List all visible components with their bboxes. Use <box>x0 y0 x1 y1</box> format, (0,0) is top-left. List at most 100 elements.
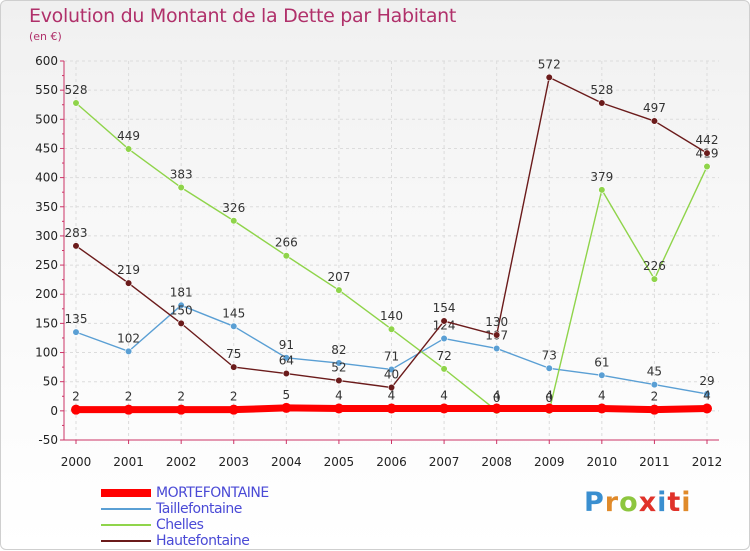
data-point <box>281 402 292 413</box>
data-label: 4 <box>335 389 343 403</box>
y-tick-label: -50 <box>38 433 58 447</box>
data-label: 154 <box>433 301 456 315</box>
x-tick-label: 2011 <box>639 455 670 469</box>
data-point <box>335 286 343 294</box>
data-label: 61 <box>594 355 609 369</box>
data-label: 326 <box>222 201 245 215</box>
chart-legend: MORTEFONTAINE Taillefontaine Chelles Hautef… <box>101 485 341 549</box>
y-tick-label: 550 <box>35 83 58 97</box>
data-label: 4 <box>493 389 501 403</box>
x-tick-label: 2004 <box>271 455 302 469</box>
data-point <box>230 322 238 330</box>
x-tick-label: 2007 <box>429 455 460 469</box>
data-point <box>493 331 501 339</box>
data-point <box>72 99 80 107</box>
data-point <box>598 99 606 107</box>
y-tick-label: 400 <box>35 171 58 185</box>
data-point <box>282 369 290 378</box>
x-tick-label: 2012 <box>692 455 723 469</box>
y-tick-label: 100 <box>35 346 58 360</box>
proxiti-logo: Proxiti <box>584 487 692 518</box>
data-point <box>386 403 397 414</box>
data-label: 73 <box>542 348 557 362</box>
data-point <box>387 383 396 392</box>
y-tick-label: 150 <box>35 316 58 330</box>
data-label: 4 <box>703 389 711 403</box>
data-point <box>545 364 553 372</box>
legend-item: MORTEFONTAINE <box>101 485 341 501</box>
data-point <box>545 73 553 81</box>
data-label: 4 <box>545 389 553 403</box>
data-point <box>123 404 134 415</box>
data-point <box>703 390 711 398</box>
legend-item: Hautefontaine <box>101 533 341 549</box>
data-label: 145 <box>222 306 245 320</box>
data-point <box>282 252 290 260</box>
data-label: 45 <box>647 365 662 379</box>
data-point <box>439 403 450 414</box>
data-label: 181 <box>170 285 193 299</box>
data-point <box>230 363 238 371</box>
data-point <box>335 376 343 385</box>
data-label: 528 <box>65 83 88 97</box>
legend-item: Chelles <box>101 517 341 533</box>
data-point <box>598 186 606 194</box>
data-label: 102 <box>117 331 140 345</box>
data-point <box>649 404 660 415</box>
data-point <box>177 301 185 309</box>
series-line-chelles <box>75 102 708 412</box>
data-label: 71 <box>384 349 399 363</box>
data-label: 150 <box>170 303 193 317</box>
data-label: 283 <box>65 226 88 240</box>
data-label: 5 <box>283 388 291 402</box>
data-label: 449 <box>117 129 140 143</box>
chart-title: Evolution du Montant de la Dette par Hab… <box>29 5 457 27</box>
chart-subtitle: (en €) <box>29 30 62 43</box>
data-label: 40 <box>384 368 399 382</box>
x-tick-label: 2000 <box>61 455 92 469</box>
data-label: 379 <box>590 170 613 184</box>
data-point <box>228 404 239 415</box>
y-tick-label: 500 <box>35 112 58 126</box>
data-point <box>650 275 659 283</box>
legend-swatch <box>101 540 151 542</box>
data-label: 2 <box>125 390 133 404</box>
data-point <box>598 371 606 379</box>
data-label: 226 <box>643 259 666 273</box>
data-label: 497 <box>643 101 666 115</box>
data-point <box>387 365 396 374</box>
y-tick-label: 0 <box>50 404 58 418</box>
y-tick-label: 200 <box>35 287 58 301</box>
data-point <box>335 359 343 367</box>
data-point <box>124 347 133 355</box>
x-tick-label: 2010 <box>587 455 618 469</box>
data-point <box>387 325 396 333</box>
data-label: 4 <box>388 389 396 403</box>
data-point <box>491 403 502 414</box>
data-label: 130 <box>485 315 508 329</box>
y-tick-label: 600 <box>35 54 58 68</box>
data-point <box>124 145 133 153</box>
data-label: 266 <box>275 236 298 250</box>
data-point <box>282 354 290 362</box>
x-tick-label: 2003 <box>218 455 249 469</box>
data-point <box>493 344 501 353</box>
x-tick-label: 2002 <box>166 455 197 469</box>
data-point <box>440 317 448 325</box>
legend-label: Chelles <box>156 517 204 533</box>
data-label: 383 <box>170 168 193 182</box>
data-point <box>650 117 659 125</box>
data-label: 528 <box>590 83 613 97</box>
y-tick-label: 450 <box>35 141 58 155</box>
data-point <box>650 381 659 389</box>
data-point <box>703 149 711 157</box>
data-point <box>333 403 344 414</box>
data-label: 135 <box>65 312 88 326</box>
data-label: 2 <box>651 390 659 404</box>
data-point <box>440 334 448 343</box>
data-label: 207 <box>327 270 350 284</box>
x-tick-label: 2005 <box>324 455 355 469</box>
legend-item: Taillefontaine <box>101 501 341 517</box>
